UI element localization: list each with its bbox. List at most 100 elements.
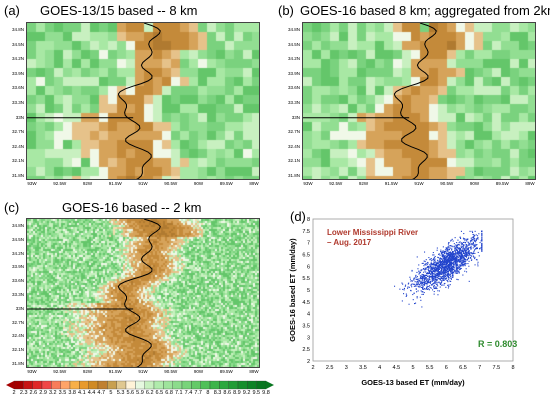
scatter-point [424, 277, 426, 279]
scatter-point [418, 273, 420, 275]
scatter-point [434, 269, 436, 271]
scatter-point [465, 247, 467, 249]
scatter-point [451, 269, 453, 271]
scatter-point [469, 252, 471, 254]
scatter-point [453, 266, 455, 268]
scatter-point [464, 249, 466, 251]
scatter-point [470, 245, 472, 247]
scatter-point [442, 266, 444, 268]
scatter-point [446, 277, 448, 279]
scatter-point [403, 293, 405, 295]
scatter-point [394, 285, 396, 287]
scatter-point [416, 296, 418, 298]
scatter-point [425, 268, 427, 270]
colorbar-label: 6.8 [165, 390, 173, 396]
scatter-point [464, 247, 466, 249]
scatter-point [448, 278, 450, 280]
lon-tick-label: 89.5W [219, 369, 233, 374]
lat-tick-label: 34.8N [287, 27, 300, 32]
scatter-point [455, 263, 457, 265]
colorbar-swatch [32, 380, 43, 390]
colorbar-label: 8 [206, 390, 210, 396]
scatter-point [429, 280, 431, 282]
scatter-point [451, 273, 453, 275]
scatter-point [451, 248, 453, 250]
scatter-point [445, 275, 447, 277]
scatter-point [428, 280, 430, 282]
scatter-point [435, 287, 437, 289]
colorbar-label: 8.6 [223, 390, 232, 396]
scatter-point [415, 276, 417, 278]
scatter-point [444, 258, 446, 260]
scatter-point [443, 268, 445, 270]
scatter-point [456, 267, 458, 269]
scatter-point [425, 277, 427, 279]
scatter-point [481, 235, 483, 237]
scatter-point [441, 254, 443, 256]
colorbar-label: 2.6 [29, 390, 38, 396]
scatter-point [443, 272, 445, 274]
lat-tick-label: 32.1N [11, 347, 24, 353]
scatter-point [463, 252, 465, 254]
scatter-point [442, 270, 444, 272]
scatter-point [453, 263, 455, 265]
scatter-point [446, 272, 448, 274]
scatter-point [474, 252, 476, 254]
scatter-point [472, 236, 474, 238]
scatter-point [453, 268, 455, 270]
scatter-point [436, 274, 438, 276]
scatter-point [449, 277, 451, 279]
scatter-point [445, 270, 447, 272]
lon-tick-label: 89W [525, 181, 535, 186]
scatter-point [442, 254, 444, 256]
scatter-point [443, 273, 445, 275]
colorbar-swatch [13, 380, 24, 390]
scatter-point [471, 239, 473, 241]
scatter-point [447, 252, 449, 254]
scatter-point [463, 238, 465, 240]
scatter-point [447, 266, 449, 268]
y-tick-label: 4.5 [302, 300, 310, 306]
scatter-point [429, 282, 431, 284]
scatter-point [428, 267, 430, 269]
scatter-point [415, 285, 417, 287]
scatter-point [405, 293, 407, 295]
scatter-point [445, 272, 447, 274]
scatter-point [431, 274, 433, 276]
scatter-point [441, 260, 443, 262]
scatter-point [427, 275, 429, 277]
scatter-point [409, 278, 411, 280]
colorbar-swatch [153, 380, 164, 390]
scatter-point [449, 267, 451, 269]
scatter-point [450, 245, 452, 247]
x-tick-label: 2 [311, 365, 314, 371]
scatter-point [481, 233, 483, 235]
scatter-point [433, 291, 435, 293]
scatter-point [412, 299, 414, 301]
scatter-point [460, 257, 462, 259]
scatter-point [460, 249, 462, 251]
scatter-point [473, 238, 475, 240]
scatter-point [454, 250, 456, 252]
scatter-point [457, 247, 459, 249]
scatter-point [438, 260, 440, 262]
scatter-point [447, 257, 449, 259]
scatter-point [424, 278, 426, 280]
scatter-point [438, 266, 440, 268]
scatter-point [414, 281, 416, 283]
scatter-point [421, 293, 423, 295]
scatter-point [459, 251, 461, 253]
scatter-point [447, 265, 449, 267]
scatter-point [419, 296, 421, 298]
scatter-point [472, 247, 474, 249]
colorbar-low-arrow [6, 381, 14, 389]
scatter-point [440, 279, 442, 281]
scatter-point [437, 268, 439, 270]
scatter-point [439, 257, 441, 259]
scatter-point [472, 233, 474, 235]
scatter-point [461, 257, 463, 259]
scatter-point [422, 286, 424, 288]
scatter-point [473, 236, 475, 238]
scatter-point [429, 267, 431, 269]
x-tick-label: 3.5 [359, 365, 367, 371]
